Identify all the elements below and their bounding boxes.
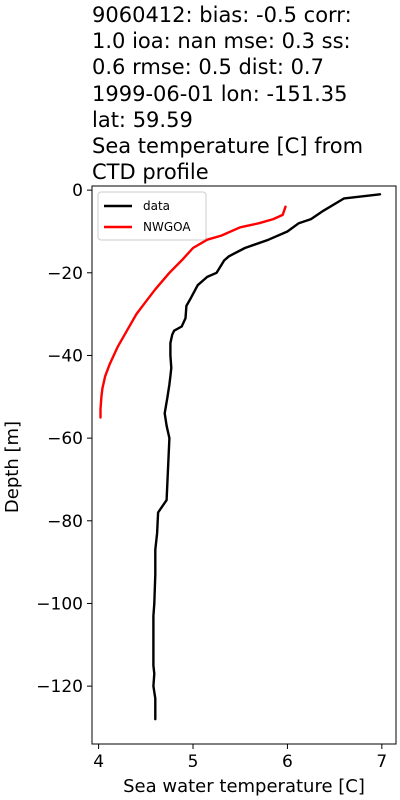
series-line-nwgoa: [99, 205, 287, 419]
y-tick-label: −120: [36, 677, 83, 697]
y-tick-label: −80: [47, 512, 83, 532]
y-tick-label: −60: [47, 429, 83, 449]
x-tick-label: 6: [282, 752, 293, 772]
legend-label: data: [143, 199, 170, 213]
y-tick-label: −40: [47, 346, 83, 366]
y-tick-label: −20: [47, 264, 83, 284]
series-lines: [99, 193, 382, 721]
legend-label: NWGOA: [143, 220, 191, 234]
y-tick-label: 0: [72, 181, 83, 201]
x-tick-label: 7: [376, 752, 387, 772]
x-axis-label: Sea water temperature [C]: [123, 776, 365, 797]
series-line-data: [152, 193, 382, 721]
legend: data NWGOA: [97, 191, 207, 241]
plot-frame: [91, 185, 397, 745]
x-tick-label: 5: [188, 752, 199, 772]
axes: 4 5 6 7 0 −20 −40 −60 −80 −100 −120: [36, 181, 387, 772]
y-axis-label: Depth [m]: [2, 421, 23, 513]
chart-title: 9060412: bias: -0.5 corr: 1.0 ioa: nan m…: [92, 3, 364, 185]
y-tick-label: −100: [36, 594, 83, 614]
x-tick-label: 4: [93, 752, 104, 772]
